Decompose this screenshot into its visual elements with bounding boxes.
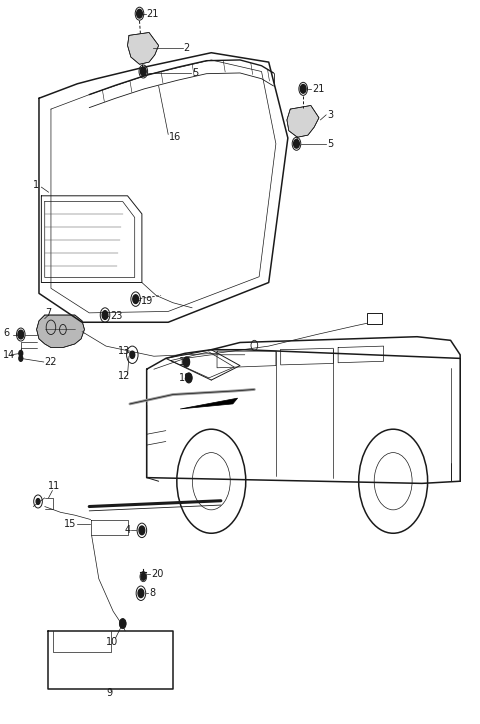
- Text: 3: 3: [327, 110, 333, 120]
- Text: 14: 14: [3, 350, 15, 360]
- Text: 6: 6: [3, 328, 9, 338]
- Text: 13: 13: [118, 346, 130, 356]
- Text: 18: 18: [179, 373, 192, 383]
- Text: 20: 20: [152, 569, 164, 578]
- Circle shape: [133, 295, 139, 303]
- Polygon shape: [180, 398, 238, 409]
- Circle shape: [186, 374, 192, 382]
- Circle shape: [141, 67, 146, 76]
- Text: 4: 4: [125, 526, 131, 535]
- Circle shape: [130, 351, 135, 358]
- Circle shape: [300, 85, 306, 93]
- Text: 1: 1: [33, 180, 39, 190]
- Polygon shape: [36, 315, 84, 348]
- Circle shape: [19, 350, 23, 356]
- Text: 21: 21: [147, 9, 159, 19]
- FancyBboxPatch shape: [367, 313, 382, 324]
- Text: 22: 22: [45, 357, 57, 367]
- Text: 16: 16: [169, 132, 181, 142]
- Text: 12: 12: [118, 371, 131, 382]
- Text: 10: 10: [106, 637, 118, 647]
- Text: 19: 19: [141, 295, 153, 306]
- Text: 2: 2: [183, 43, 190, 53]
- Text: 5: 5: [327, 139, 333, 148]
- Text: 15: 15: [64, 519, 76, 529]
- Text: 7: 7: [45, 308, 51, 318]
- Circle shape: [183, 358, 189, 366]
- Text: 23: 23: [110, 311, 122, 321]
- Circle shape: [120, 619, 126, 628]
- Polygon shape: [287, 106, 319, 138]
- Circle shape: [137, 9, 143, 18]
- Circle shape: [141, 573, 146, 580]
- Circle shape: [138, 589, 144, 597]
- Circle shape: [19, 355, 23, 361]
- Text: 17: 17: [179, 357, 192, 367]
- Circle shape: [294, 140, 300, 148]
- Text: 21: 21: [312, 84, 324, 94]
- Circle shape: [36, 499, 40, 505]
- Text: 9: 9: [106, 688, 112, 698]
- Text: 11: 11: [48, 481, 60, 492]
- Text: 5: 5: [192, 68, 198, 78]
- Polygon shape: [128, 33, 158, 64]
- Circle shape: [102, 311, 108, 319]
- Circle shape: [139, 526, 145, 535]
- Circle shape: [18, 330, 24, 339]
- Text: 8: 8: [149, 588, 155, 598]
